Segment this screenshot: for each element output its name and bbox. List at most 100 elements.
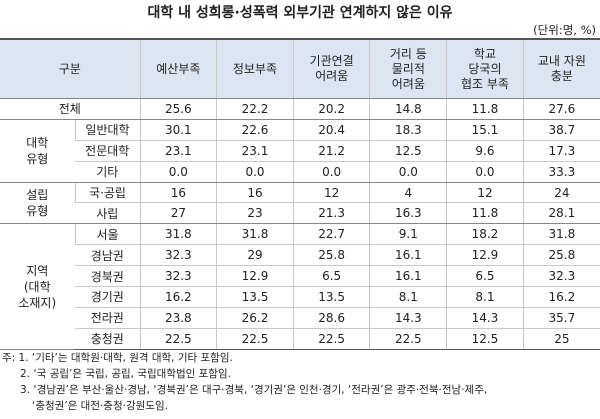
cell: 27.6 bbox=[522, 98, 600, 120]
cell: 9.1 bbox=[369, 223, 447, 246]
cell: 9.6 bbox=[446, 140, 524, 162]
row-label: 충청권 bbox=[75, 328, 140, 350]
cell: 6.5 bbox=[446, 265, 524, 288]
column-header-line: 예산부족 bbox=[156, 61, 201, 76]
cell: 16.3 bbox=[369, 202, 447, 225]
column-header-line: 당국의 bbox=[468, 61, 502, 76]
group-label-line: 유형 bbox=[26, 203, 49, 218]
cell: 13.5 bbox=[216, 286, 294, 308]
cell: 22.5 bbox=[139, 328, 217, 350]
column-header: 정보부족 bbox=[216, 38, 294, 99]
cell: 16.1 bbox=[369, 265, 447, 288]
cell: 12.5 bbox=[446, 328, 524, 350]
group-label: 설립 유형 bbox=[0, 182, 75, 225]
data-row: 경북권 32.3 12.9 6.5 16.1 6.5 32.3 bbox=[0, 265, 600, 288]
note-line: ‘충청권’은 대전·충청·강원도임. bbox=[32, 400, 168, 412]
column-header-line: 어려움 bbox=[315, 69, 349, 83]
cell: 8.1 bbox=[369, 286, 447, 308]
cell: 22.5 bbox=[292, 328, 370, 350]
column-header-line: 교내 자원 bbox=[537, 54, 586, 68]
row-label: 기타 bbox=[75, 161, 140, 183]
group-label-line: 대학 bbox=[26, 135, 49, 150]
data-row: 기타 0.0 0.0 0.0 0.0 0.0 33.3 bbox=[0, 161, 600, 183]
cell: 13.5 bbox=[292, 286, 370, 308]
cell: 31.8 bbox=[522, 223, 600, 246]
cell: 12.9 bbox=[216, 265, 294, 288]
cell: 25 bbox=[522, 328, 600, 350]
cell: 16 bbox=[139, 182, 217, 204]
cell: 26.2 bbox=[216, 307, 294, 329]
note-line: 3. ‘경남권’은 부산·울산·경남, ‘경북권’은 대구·경북, ‘경기권’은… bbox=[20, 384, 488, 396]
column-header-line: 학교 bbox=[473, 46, 496, 61]
row-label: 경기권 bbox=[75, 286, 140, 308]
cell: 32.3 bbox=[522, 265, 600, 288]
corner-cell: 구분 bbox=[0, 38, 140, 99]
column-header: 교내 자원 충분 bbox=[522, 38, 600, 99]
cell: 18.3 bbox=[369, 119, 447, 141]
column-header: 예산부족 bbox=[139, 38, 217, 99]
data-row: 전문대학 23.1 23.1 21.2 12.5 9.6 17.3 bbox=[0, 140, 600, 162]
group-label: 대학 유형 bbox=[0, 119, 75, 183]
cell: 15.1 bbox=[446, 119, 524, 141]
cell: 11.8 bbox=[446, 202, 524, 225]
cell: 20.4 bbox=[292, 119, 370, 141]
cell: 28.6 bbox=[292, 307, 370, 329]
column-header: 기관연결 어려움 bbox=[292, 38, 370, 99]
cell: 24 bbox=[522, 182, 600, 204]
group-label-line: 유형 bbox=[26, 151, 49, 166]
title: 대학 내 성희롱·성폭력 외부기관 연계하지 않은 이유 bbox=[147, 5, 453, 21]
row-label: 전라권 bbox=[75, 307, 140, 329]
cell: 0.0 bbox=[369, 161, 447, 183]
row-label: 국·공립 bbox=[74, 182, 140, 204]
column-header-line: 물리적 bbox=[391, 61, 425, 76]
row-label: 전문대학 bbox=[75, 140, 140, 162]
cell: 31.8 bbox=[216, 223, 294, 246]
cell: 12 bbox=[292, 182, 370, 204]
cell: 38.7 bbox=[522, 119, 600, 141]
cell: 33.3 bbox=[522, 161, 600, 183]
row-label: 전체 bbox=[0, 98, 140, 120]
cell: 11.8 bbox=[446, 98, 524, 120]
row-label: 서울 bbox=[74, 223, 140, 246]
cell: 20.2 bbox=[292, 98, 370, 120]
row-label: 경남권 bbox=[75, 244, 140, 267]
data-row: 사립 27 23 21.3 16.3 11.8 28.1 bbox=[0, 202, 600, 225]
cell: 16 bbox=[216, 182, 294, 204]
notes: 주: 1. ‘기타’는 대학원·대학, 원격 대학, 기타 포함임. 2. ‘국 … bbox=[2, 350, 487, 414]
cell: 35.7 bbox=[522, 307, 600, 329]
cell: 25.8 bbox=[292, 244, 370, 267]
cell: 0.0 bbox=[292, 161, 370, 183]
cell: 23 bbox=[216, 202, 294, 225]
cell: 25.8 bbox=[522, 244, 600, 267]
cell: 18.2 bbox=[446, 223, 524, 246]
cell: 12.5 bbox=[369, 140, 447, 162]
group-label-line: 지역 bbox=[26, 263, 49, 278]
cell: 16.2 bbox=[139, 286, 217, 308]
cell: 14.8 bbox=[369, 98, 447, 120]
column-header-line: 충분 bbox=[550, 69, 573, 83]
column-header-line: 기관연결 bbox=[309, 54, 354, 68]
cell: 29 bbox=[216, 244, 294, 267]
data-row: 경남권 32.3 29 25.8 16.1 12.9 25.8 bbox=[0, 244, 600, 267]
column-header: 학교 당국의 협조 부족 bbox=[446, 38, 524, 99]
cell: 23.1 bbox=[216, 140, 294, 162]
cell: 23.8 bbox=[139, 307, 217, 329]
cell: 16.1 bbox=[369, 244, 447, 267]
cell: 30.1 bbox=[139, 119, 217, 141]
cell: 8.1 bbox=[446, 286, 524, 308]
row-label: 경북권 bbox=[75, 265, 140, 288]
data-row: 설립 유형 국·공립 16 16 12 4 12 24 bbox=[0, 182, 600, 225]
column-header: 거리 등 물리적 어려움 bbox=[369, 38, 447, 99]
group-label: 지역 (대학 소재지) bbox=[0, 223, 75, 350]
data-row: 전라권 23.8 26.2 28.6 14.3 14.3 35.7 bbox=[0, 307, 600, 329]
data-row: 대학 유형 일반대학 30.1 22.6 20.4 18.3 15.1 38.7 bbox=[0, 119, 600, 183]
data-row: 지역 (대학 소재지) 서울 31.8 31.8 22.7 9.1 18.2 31.8 bbox=[0, 223, 600, 350]
cell: 0.0 bbox=[139, 161, 217, 183]
cell: 17.3 bbox=[522, 140, 600, 162]
group-label-line: 소재지) bbox=[18, 295, 57, 310]
row-label: 사립 bbox=[75, 202, 140, 225]
unit: (단위:명, %) bbox=[533, 23, 596, 37]
cell: 22.6 bbox=[216, 119, 294, 141]
cell: 14.3 bbox=[369, 307, 447, 329]
